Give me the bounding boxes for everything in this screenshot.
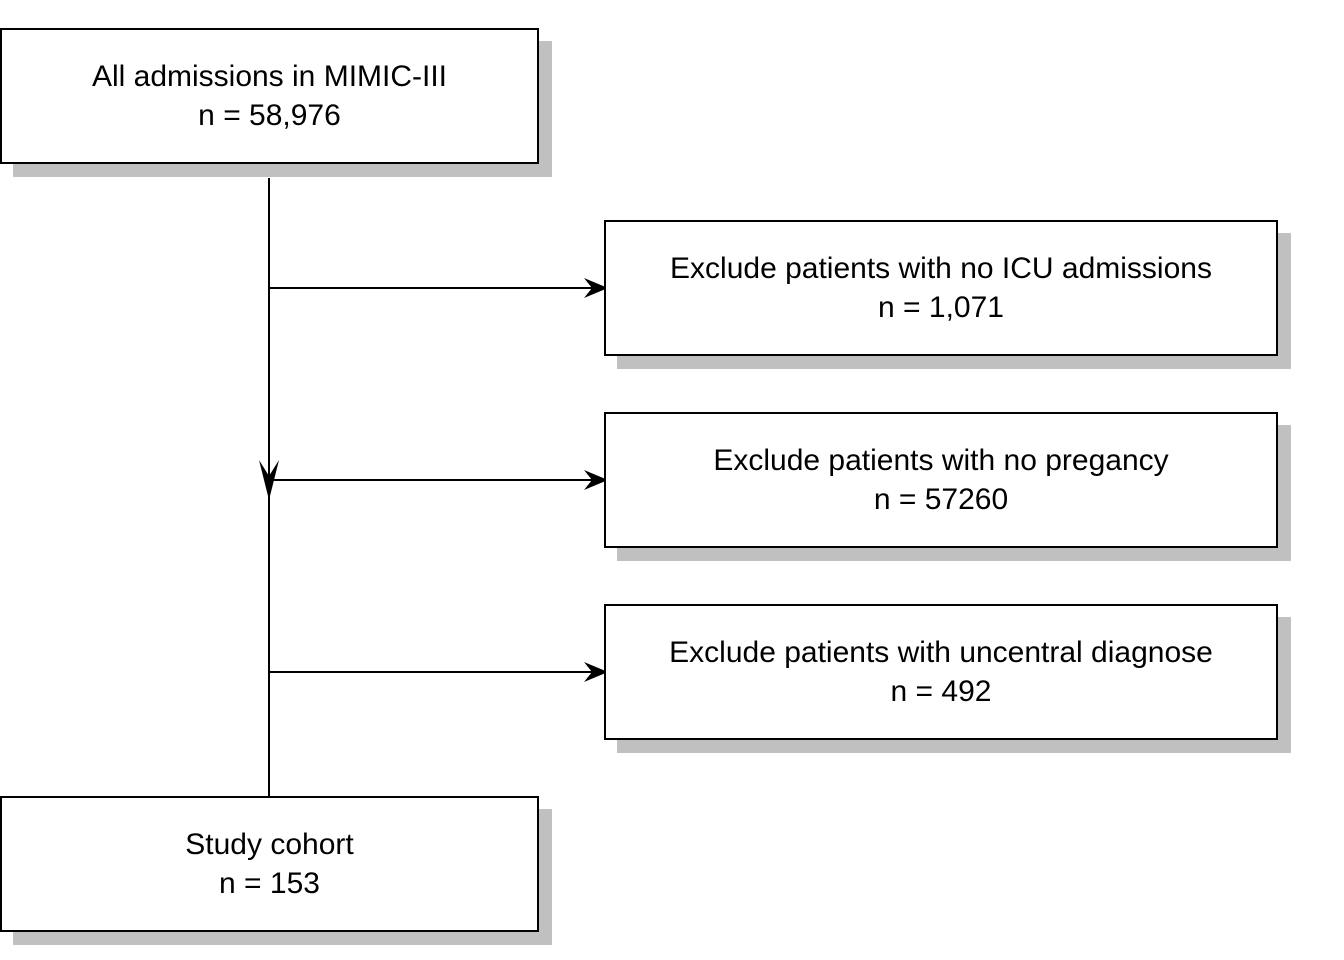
branch-arrowhead-3: [584, 662, 608, 682]
branch-arrowhead-2: [584, 470, 608, 490]
exclusion-box-no-icu: Exclude patients with no ICU admissions …: [604, 220, 1278, 356]
exclusion-box-no-pregnancy: Exclude patients with no pregancy n = 57…: [604, 412, 1278, 548]
exclusion-title-no-icu: Exclude patients with no ICU admissions: [670, 252, 1212, 285]
study-cohort-title: Study cohort: [185, 828, 354, 861]
exclusion-title-uncentral-diagnose: Exclude patients with uncentral diagnose: [669, 636, 1213, 669]
study-cohort-count: n = 153: [219, 867, 320, 900]
exclusion-count-no-icu: n = 1,071: [878, 291, 1004, 324]
exclusion-count-uncentral-diagnose: n = 492: [890, 675, 992, 708]
branch-arrowhead-1: [584, 278, 608, 298]
exclusion-box-uncentral-diagnose: Exclude patients with uncentral diagnose…: [604, 604, 1278, 740]
all-admissions-box: All admissions in MIMIC-III n = 58,976: [0, 28, 539, 164]
exclusion-title-no-pregnancy: Exclude patients with no pregancy: [713, 444, 1169, 477]
study-cohort-box: Study cohort n = 153: [0, 796, 539, 932]
exclusion-count-no-pregnancy: n = 57260: [873, 483, 1009, 516]
all-admissions-title: All admissions in MIMIC-III: [91, 60, 448, 93]
all-admissions-count: n = 58,976: [198, 99, 341, 132]
